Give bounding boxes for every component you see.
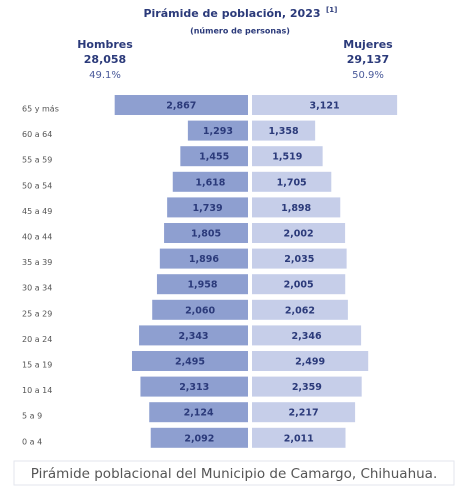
bar <box>252 402 356 423</box>
category-label: 0 a 4 <box>22 437 42 446</box>
value-label: 1,705 <box>277 177 307 188</box>
category-label: 5 a 9 <box>22 412 42 421</box>
bar <box>149 402 248 423</box>
value-label: 2,346 <box>292 331 322 342</box>
value-label: 1,519 <box>272 152 302 163</box>
series-total: 28,058 <box>84 53 126 66</box>
bar <box>150 427 248 448</box>
value-label: 1,293 <box>203 126 233 137</box>
chart-title: Pirámide de población, 2023 <box>143 7 320 20</box>
category-label: 35 a 39 <box>22 258 52 267</box>
bar <box>252 248 347 269</box>
category-label: 60 a 64 <box>22 130 52 139</box>
bar <box>167 197 248 218</box>
bar <box>252 376 362 397</box>
bar <box>180 146 248 167</box>
value-label: 1,455 <box>199 152 229 163</box>
bar <box>156 274 248 295</box>
bar <box>252 120 316 141</box>
value-label: 2,495 <box>175 357 205 368</box>
caption-box <box>13 460 455 486</box>
value-label: 3,121 <box>310 101 340 112</box>
value-label: 2,011 <box>284 433 314 444</box>
value-label: 1,739 <box>193 203 223 214</box>
value-label: 2,035 <box>284 254 314 265</box>
value-label: 2,867 <box>166 101 196 112</box>
value-label: 2,060 <box>185 305 215 316</box>
bar <box>187 120 248 141</box>
bar <box>139 325 248 346</box>
bar <box>252 95 398 115</box>
bar <box>131 351 248 371</box>
value-label: 1,896 <box>189 254 219 265</box>
bar <box>140 376 248 397</box>
value-label: 2,343 <box>178 331 208 342</box>
bar <box>252 197 341 218</box>
bar <box>252 325 362 346</box>
category-label: 45 a 49 <box>22 207 52 216</box>
value-label: 2,359 <box>292 382 322 393</box>
value-label: 1,805 <box>191 229 221 240</box>
bar <box>159 248 248 269</box>
category-label: 10 a 14 <box>22 386 52 395</box>
bar <box>252 427 346 448</box>
bar <box>252 146 323 167</box>
category-label: 30 a 34 <box>22 284 52 293</box>
bar <box>252 274 346 295</box>
series-name: Hombres <box>77 38 133 51</box>
value-label: 1,618 <box>195 177 225 188</box>
value-label: 2,062 <box>285 305 315 316</box>
bar <box>252 171 332 192</box>
series-total: 29,137 <box>347 53 389 66</box>
category-label: 15 a 19 <box>22 361 52 370</box>
value-label: 1,958 <box>187 280 217 291</box>
bar <box>152 299 248 320</box>
bar <box>164 223 248 243</box>
series-share: 50.9% <box>352 70 384 81</box>
bar <box>252 299 348 320</box>
value-label: 2,124 <box>184 408 214 419</box>
category-label: 55 a 59 <box>22 156 52 165</box>
value-label: 2,217 <box>289 408 319 419</box>
value-label: 2,499 <box>295 357 325 368</box>
category-label: 20 a 24 <box>22 335 52 344</box>
value-label: 1,898 <box>281 203 311 214</box>
caption: Pirámide poblacional del Municipio de Ca… <box>31 466 438 482</box>
series-name: Mujeres <box>343 38 393 51</box>
category-label: 65 y más <box>22 105 59 114</box>
value-label: 2,005 <box>284 280 314 291</box>
value-label: 2,092 <box>184 433 214 444</box>
category-label: 40 a 44 <box>22 233 52 242</box>
value-label: 2,313 <box>179 382 209 393</box>
title-footnote: [1] <box>326 6 337 14</box>
bar <box>114 95 248 115</box>
series-share: 49.1% <box>89 70 121 81</box>
chart-subtitle: (número de personas) <box>190 27 290 36</box>
value-label: 1,358 <box>269 126 299 137</box>
bar <box>252 223 346 243</box>
value-label: 2,002 <box>284 229 314 240</box>
category-label: 25 a 29 <box>22 309 52 318</box>
bar <box>172 171 248 192</box>
bar <box>252 351 369 371</box>
category-label: 50 a 54 <box>22 181 52 190</box>
